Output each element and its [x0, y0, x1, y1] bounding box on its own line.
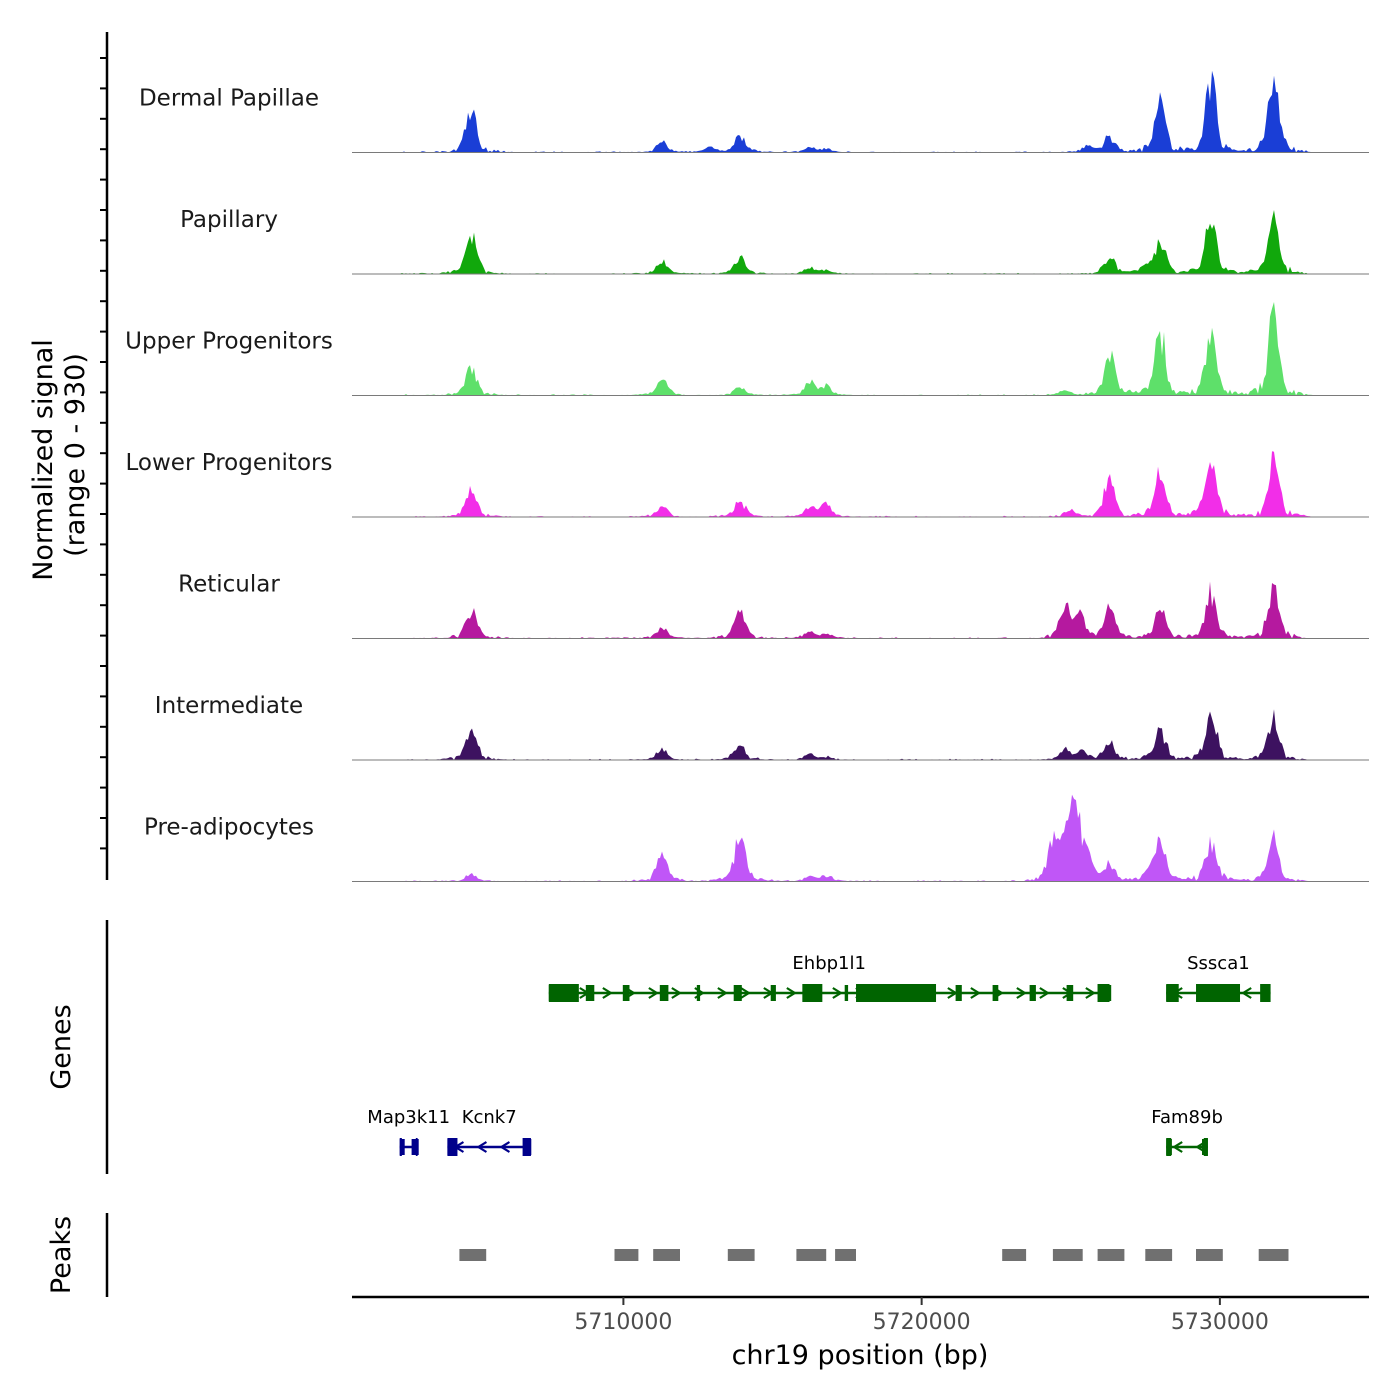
coverage-area-reticular — [352, 581, 1369, 639]
y-axis-title-line2: (range 0 - 930) — [60, 353, 91, 557]
strand-arrow-icon — [832, 987, 843, 999]
strand-arrow-icon — [740, 987, 751, 999]
strand-arrow-icon — [671, 987, 682, 999]
strand-arrow-icon — [1016, 987, 1027, 999]
strand-arrow-icon — [717, 987, 728, 999]
exon-block — [399, 1139, 405, 1155]
coverage-area-papillary — [352, 210, 1369, 274]
exon-block — [1097, 984, 1110, 1002]
peak-region — [614, 1249, 639, 1261]
coverage-tracks: Dermal Papillae Papillary Upper Progenitor… — [125, 70, 1369, 882]
exon-block — [447, 1138, 458, 1156]
exon-block — [955, 985, 962, 1001]
strand-arrow-icon — [1172, 1141, 1183, 1153]
exon-block — [696, 985, 701, 1001]
exon-block — [1166, 1138, 1172, 1156]
gene-name-label: Fam89b — [1151, 1107, 1223, 1128]
exon-block — [1029, 985, 1036, 1001]
x-tick-label: 5730000 — [1171, 1310, 1269, 1335]
exon-block — [992, 985, 999, 1001]
peak-region — [727, 1249, 755, 1261]
strand-arrow-icon — [970, 987, 981, 999]
track-label: Upper Progenitors — [125, 329, 333, 355]
gene-kcnk7: Kcnk7 — [447, 1107, 532, 1156]
peak-region — [1097, 1249, 1125, 1261]
coverage-area-intermediate — [352, 709, 1369, 760]
exon-block — [856, 984, 937, 1002]
exon-block — [1066, 985, 1074, 1001]
exon-block — [585, 985, 595, 1001]
exon-block — [844, 985, 849, 1001]
strand-arrow-icon — [499, 1141, 511, 1153]
genes-panel-label: Genes — [46, 1004, 77, 1089]
strand-arrow-icon — [602, 987, 613, 999]
coverage-area-dermal-papillae — [352, 70, 1369, 153]
coverage-area-pre-adipocytes — [352, 794, 1369, 882]
track-label: Papillary — [180, 207, 278, 233]
track-label: Intermediate — [155, 693, 303, 719]
track-label: Lower Progenitors — [126, 450, 333, 476]
gene-name-label: Sssca1 — [1187, 953, 1250, 974]
gene-sssca1: Sssca1 — [1166, 953, 1271, 1002]
coverage-area-lower-progenitors — [352, 451, 1369, 517]
peak-region — [835, 1249, 856, 1261]
peak-region — [459, 1249, 487, 1261]
gene-name-label: Kcnk7 — [462, 1107, 517, 1128]
gene-map3k11: Map3k11 — [367, 1107, 450, 1156]
exon-block — [411, 1139, 419, 1155]
exon-block — [622, 985, 630, 1001]
peak-region — [1258, 1249, 1289, 1261]
track-label: Reticular — [178, 572, 280, 598]
peak-track — [459, 1249, 1289, 1261]
strand-arrow-icon — [648, 987, 659, 999]
strand-arrow-icon — [476, 1141, 488, 1153]
peak-region — [653, 1249, 680, 1261]
peaks-panel-label: Peaks — [46, 1216, 77, 1294]
strand-arrow-icon — [1085, 987, 1096, 999]
strand-arrow-icon — [1039, 987, 1050, 999]
exon-block — [522, 1138, 531, 1156]
peak-region — [1002, 1249, 1027, 1261]
exon-block — [1166, 984, 1179, 1002]
peak-region — [1052, 1249, 1083, 1261]
x-tick-label: 5720000 — [873, 1310, 971, 1335]
exon-block — [1196, 984, 1241, 1002]
peak-region — [1196, 1249, 1223, 1261]
y-axis-title-line1: Normalized signal — [28, 339, 59, 581]
strand-arrow-icon — [1241, 987, 1252, 999]
exon-block — [659, 985, 669, 1001]
exon-block — [733, 985, 742, 1001]
gene-ehbp1l1: Ehbp1l1 — [548, 953, 1112, 1002]
track-label: Dermal Papillae — [139, 86, 319, 112]
gene-name-label: Map3k11 — [367, 1107, 450, 1128]
gene-track: Ehbp1l1 Sssca1 Map3k11 Kcnk7 Fam89b — [367, 953, 1271, 1156]
exon-block — [770, 985, 776, 1001]
x-axis: 5710000 5720000 5730000 — [574, 1297, 1269, 1335]
coverage-area-upper-progenitors — [352, 302, 1369, 396]
peak-region — [1145, 1249, 1173, 1261]
exon-block — [548, 984, 579, 1002]
gene-fam89b: Fam89b — [1151, 1107, 1223, 1156]
x-tick-label: 5710000 — [574, 1310, 672, 1335]
exon-block — [1260, 984, 1271, 1002]
peak-region — [796, 1249, 827, 1261]
track-label: Pre-adipocytes — [144, 815, 314, 841]
exon-block — [1203, 1138, 1208, 1156]
exon-block — [802, 984, 823, 1002]
strand-arrow-icon — [786, 987, 797, 999]
x-axis-title: chr19 position (bp) — [732, 1340, 989, 1371]
gene-name-label: Ehbp1l1 — [792, 953, 866, 974]
signal-y-axis — [100, 32, 109, 880]
exon-block — [399, 1138, 402, 1156]
exon-block — [415, 1138, 418, 1156]
